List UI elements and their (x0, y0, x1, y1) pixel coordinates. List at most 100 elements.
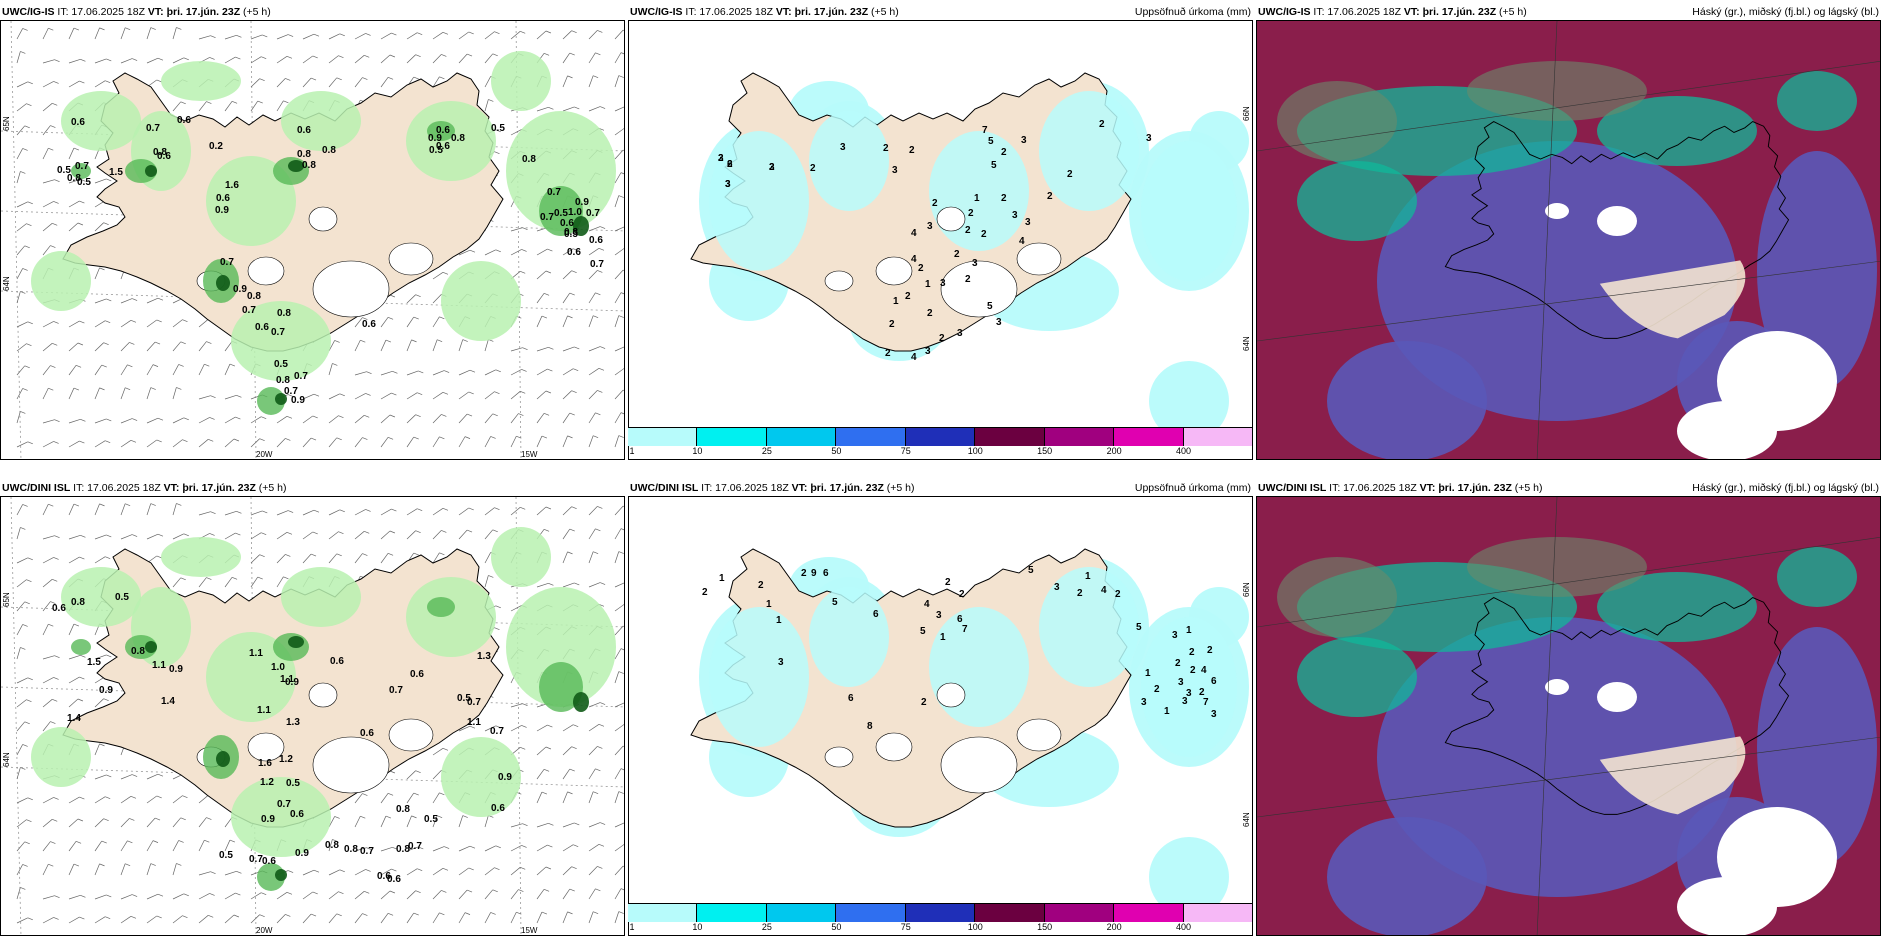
precip-value-label: 0.8 (396, 804, 410, 815)
wind-barb (484, 889, 494, 900)
precip-accum-label: 3 (1146, 133, 1152, 144)
wind-barb-feather (180, 817, 186, 821)
wind-barb-feather (125, 503, 131, 507)
precip-accum-label: 9 (811, 568, 817, 579)
precip-accum-label: 3 (1186, 688, 1192, 699)
wind-barb (614, 625, 624, 636)
precip-value-label: 0.7 (490, 726, 504, 737)
wind-barb (94, 320, 106, 328)
wind-barb (172, 341, 182, 352)
wind-barb (42, 504, 49, 516)
map-canvas[interactable] (1257, 497, 1881, 936)
wind-barb-feather (24, 365, 30, 369)
wind-barb (484, 436, 491, 448)
map-canvas[interactable]: 0.80.60.51.51.40.90.81.1 0.91.41.11.00.91… (1, 497, 625, 936)
panel-precip-wind-row2: UWC/DINI ISL IT: 17.06.2025 18Z VT: þri.… (0, 476, 627, 936)
wind-barb (276, 554, 286, 564)
wind-barb (224, 839, 231, 852)
wind-barb (562, 822, 575, 828)
wind-barb-feather (600, 346, 606, 349)
wind-barb-feather (600, 226, 606, 229)
wind-barb-feather (157, 893, 164, 897)
wind-barb-feather (571, 270, 577, 274)
colorbar-swatch (1183, 904, 1253, 922)
wind-barb-feather (50, 245, 56, 248)
wind-barb (16, 601, 26, 612)
wind-barb (614, 248, 624, 256)
colorbar-labels: 1 10 25 50 75 100 150 200 400 (628, 446, 1253, 458)
wind-barb-feather (178, 364, 184, 367)
issue-time: IT: 17.06.2025 18Z (685, 6, 773, 18)
map-frame[interactable] (1256, 20, 1881, 460)
wind-barb (380, 890, 391, 900)
wind-barb (432, 815, 438, 828)
wind-barb-feather (573, 368, 579, 371)
wind-barb-feather (492, 413, 498, 417)
wind-barb-feather (620, 528, 624, 531)
precip-value-label: 0.8 (325, 840, 339, 851)
wind-barb-feather (50, 721, 56, 724)
precip-accum-label: 3 (1025, 217, 1031, 228)
wind-barb-feather (103, 818, 109, 822)
precip-area-1mm (929, 131, 1029, 251)
wind-barb-feather (210, 871, 216, 875)
model-name: UWC/IG-IS (1258, 6, 1311, 18)
map-canvas[interactable] (1257, 21, 1881, 460)
map-frame[interactable]: 0.8 0.6 0.5 1.5 1.4 0.9 0.8 1.1 0.9 1.4 1.1 1.0 0.9 1… (0, 496, 625, 936)
wind-barb-feather (103, 698, 109, 702)
precip-accum-label: 2 (1207, 645, 1213, 656)
wind-barb (458, 725, 471, 732)
wind-barb-feather (236, 394, 242, 398)
precip-value-label: 0.9 (575, 197, 589, 208)
wind-barb (406, 530, 416, 540)
wind-barb (588, 106, 601, 112)
wind-barb-feather (574, 346, 580, 350)
wind-barb-feather (488, 575, 494, 578)
wind-barb-feather (364, 54, 370, 58)
wind-barb-feather (622, 505, 624, 507)
wind-barb-feather (622, 29, 624, 31)
wind-barb-feather (50, 841, 56, 844)
wind-barb (380, 553, 389, 564)
wind-barb-feather (125, 387, 131, 391)
precip-accum-label: 1 (925, 279, 931, 290)
wind-barb-feather (53, 321, 59, 324)
wind-barb-feather (283, 576, 289, 580)
precip-accum-label: 2 (1001, 193, 1007, 204)
glacier-outline (247, 256, 285, 286)
map-frame[interactable]: 0.6 0.5 0.8 0.7 1.5 0.5 0.7 0.2 0.6 0.8 0.6 1.6 0.9 0… (0, 20, 625, 460)
wind-barb (172, 387, 177, 400)
wind-barb-feather (54, 179, 60, 183)
wind-barb-feather (262, 510, 268, 514)
precip-area-heavy (275, 393, 287, 405)
wind-barb (328, 816, 335, 828)
lead-time: (+5 h) (1514, 482, 1543, 494)
map-frame[interactable] (1256, 496, 1881, 936)
wind-barb-feather (332, 363, 338, 366)
wind-barb (484, 76, 491, 88)
wind-barb (614, 412, 622, 424)
wind-barb-feather (597, 506, 603, 509)
wind-barb-feather (332, 839, 338, 842)
wind-barb (68, 534, 81, 540)
colorbar-tick-label: 200 (1106, 922, 1122, 932)
map-canvas[interactable]: 0.60.50.80.71.50.50.70.20.60.80.61.60.90… (1, 21, 625, 460)
wind-barb (484, 99, 489, 112)
issue-time: IT: 17.06.2025 18Z (1329, 482, 1417, 494)
precip-accum-label: 4 (1019, 236, 1025, 247)
wind-barb-feather (569, 412, 575, 416)
wind-barb (68, 440, 80, 448)
wind-barb-feather (522, 823, 528, 827)
wind-barb-feather (54, 895, 60, 899)
wind-barb-feather (80, 418, 86, 422)
precip-value-label: 1.1 (152, 660, 166, 671)
precip-area-1mm (809, 111, 889, 211)
precip-value-label: 0.6 (436, 141, 450, 152)
wind-barb (510, 129, 522, 136)
wind-barb (562, 248, 574, 256)
panel-accum-precip-row1: UWC/IG-IS IT: 17.06.2025 18Z VT: þri. 17… (628, 0, 1255, 460)
